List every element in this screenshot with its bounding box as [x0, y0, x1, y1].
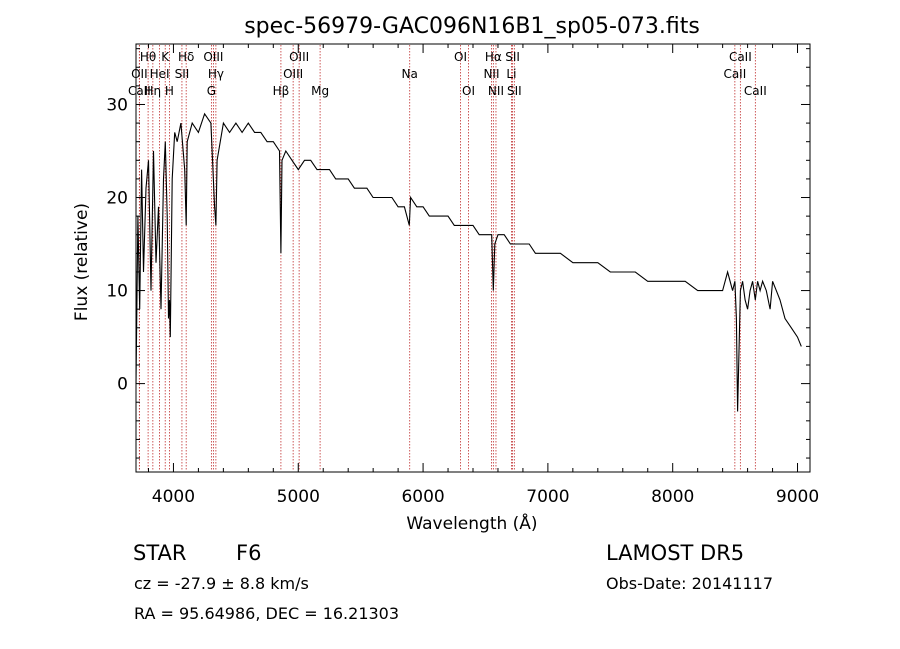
plot-frame [135, 43, 811, 473]
spectral-line-label: NII [488, 84, 504, 98]
y-tick-label: 10 [106, 282, 128, 302]
spectral-line-label: SII [505, 50, 520, 64]
x-tick-label: 6000 [401, 487, 444, 507]
redshift-velocity: cz = -27.9 ± 8.8 km/s [134, 574, 309, 593]
spectral-line-label: OI [454, 50, 467, 64]
chart-title: spec-56979-GAC096N16B1_sp05-073.fits [244, 14, 700, 39]
object-class: STAR [133, 541, 186, 565]
y-tick-label: 30 [106, 95, 128, 115]
spectral-line-label: OIII [203, 50, 223, 64]
x-tick-label: 5000 [277, 487, 320, 507]
spectral-line-label: OIII [283, 67, 303, 81]
spectral-line-label: OI [462, 84, 475, 98]
spectral-lines [138, 45, 756, 471]
spectral-line-label: NII [483, 67, 499, 81]
spectral-line-label: CaII [723, 67, 746, 81]
spectral-line-label: H [165, 84, 174, 98]
x-tick-label: 4000 [152, 487, 195, 507]
spectral-line-label: K [161, 50, 170, 64]
x-axis-ticks: 4000 5000 6000 7000 8000 9000 [147, 44, 819, 507]
x-axis-label: Wavelength (Å) [406, 512, 537, 534]
x-tick-label: 7000 [526, 487, 569, 507]
x-tick-label: 9000 [776, 487, 819, 507]
x-tick-label: 8000 [651, 487, 694, 507]
spectral-line-label: OII [131, 67, 148, 81]
spectral-line-label: Hβ [273, 84, 290, 98]
spectral-line-label: SII [507, 84, 522, 98]
spectral-line-label: CaII [128, 84, 151, 98]
spectral-line-label: G [207, 84, 216, 98]
spectral-line-label: Na [402, 67, 418, 81]
spectrum-series [135, 112, 802, 412]
spectral-line-label: Mg [311, 84, 329, 98]
coordinates: RA = 95.64986, DEC = 16.21303 [134, 604, 399, 623]
y-tick-label: 0 [117, 375, 128, 395]
spectral-line-label: SII [175, 67, 190, 81]
spectral-line-label: OIII [289, 50, 309, 64]
spectral-line-label: CaII [729, 50, 752, 64]
spectral-line-label: Hη [145, 84, 162, 98]
spectral-line-label: HeI [150, 67, 170, 81]
y-axis-ticks: 0 10 20 30 [106, 48, 810, 459]
spectral-line-label: Li [506, 67, 516, 81]
spectral-line-label: Hδ [178, 50, 194, 64]
object-subclass: F6 [236, 541, 261, 565]
y-tick-label: 20 [106, 189, 128, 209]
spectral-line-label: Hα [485, 50, 502, 64]
y-axis-label: Flux (relative) [72, 203, 92, 321]
spectral-line-label: CaII [744, 84, 767, 98]
spectral-line-label: Hθ [140, 50, 156, 64]
observation-date: Obs-Date: 20141117 [606, 574, 773, 593]
spectrum-line [135, 112, 802, 412]
spectral-line-label: Hγ [208, 67, 224, 81]
data-release: LAMOST DR5 [606, 541, 744, 565]
